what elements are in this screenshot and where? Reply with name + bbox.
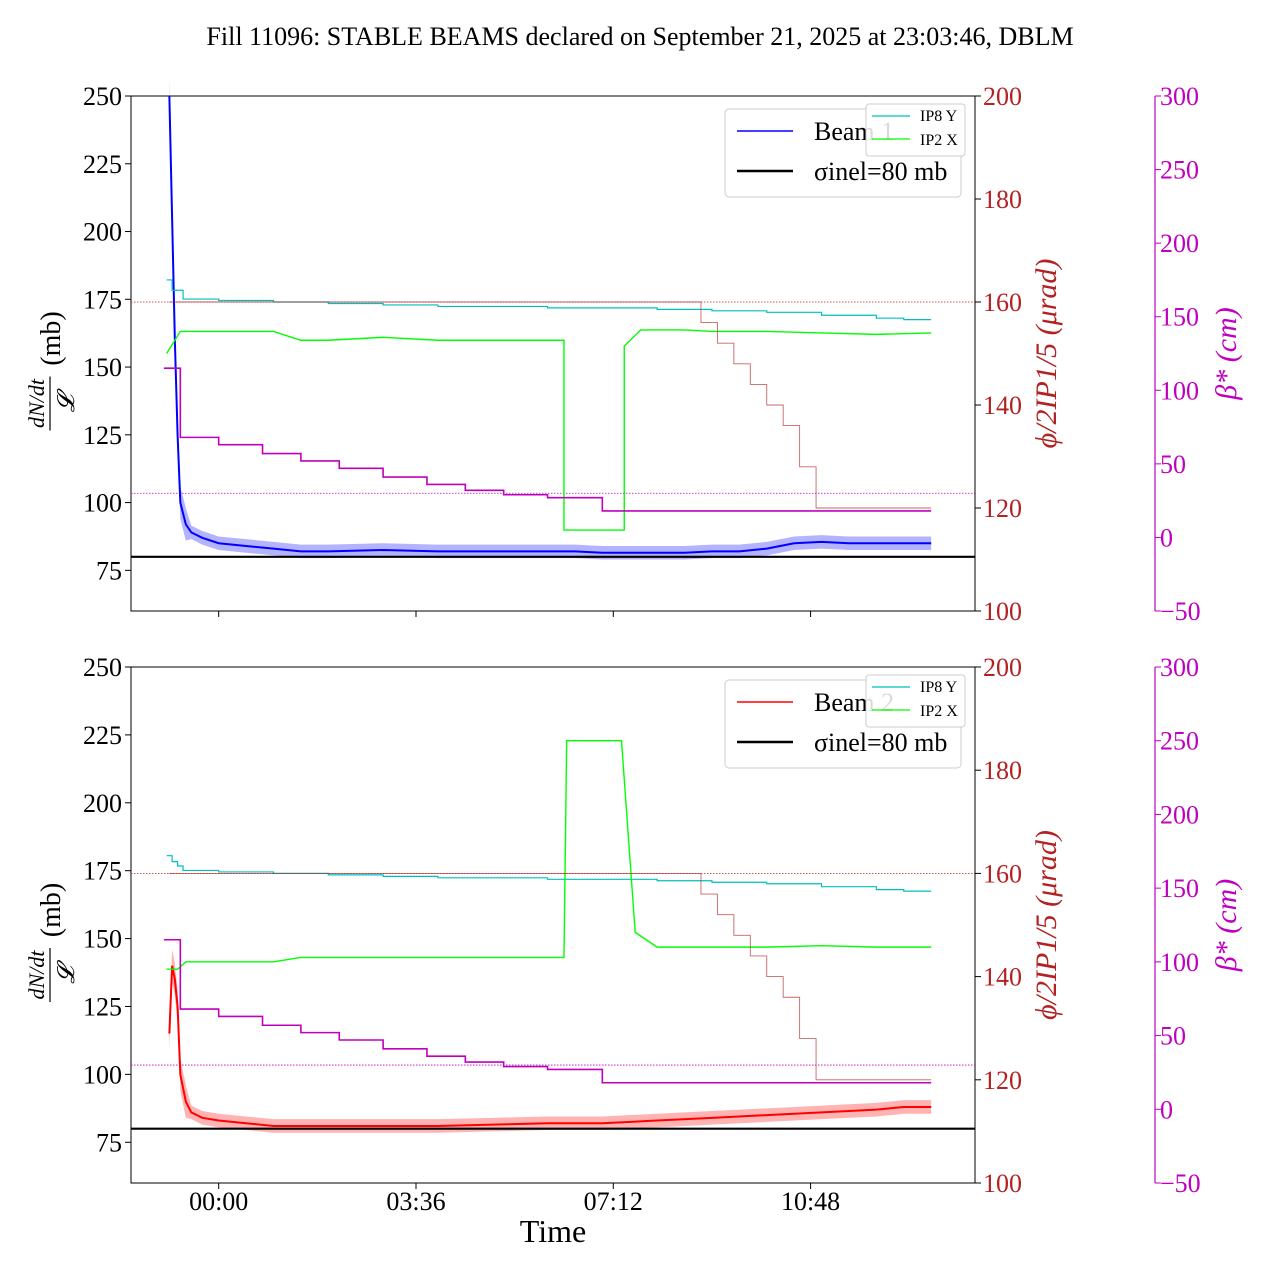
- beta-tick-label: 250: [1160, 727, 1199, 756]
- left-tick-label: 175: [83, 285, 122, 314]
- phi-tick-label: 160: [983, 288, 1022, 317]
- beta-tick-label: 100: [1160, 948, 1199, 977]
- phi-axis-label: ϕ/2IP1/5 (μrad): [1030, 830, 1063, 1020]
- plot-frame: [130, 95, 976, 612]
- left-axis-label-numerator: dN/dt: [24, 378, 49, 428]
- phi-tick-label: 100: [983, 1169, 1022, 1198]
- left-tick-label: 125: [83, 421, 122, 450]
- beta-tick-label: −50: [1160, 597, 1201, 626]
- beta-tick-label: 300: [1160, 653, 1199, 682]
- left-axis-label-numerator: dN/dt: [24, 950, 49, 1000]
- phi-tick-label: 100: [983, 597, 1022, 626]
- small-legend-box: [865, 103, 966, 157]
- series-ip2-x: [166, 329, 932, 531]
- phi-tick-label: 180: [983, 185, 1022, 214]
- left-tick-label: 150: [83, 925, 122, 954]
- left-axis-label-unit: (mb): [36, 311, 67, 365]
- left-axis-label: dN/dt 𝓛 (mb): [24, 311, 80, 431]
- beta-tick-label: 0: [1160, 1095, 1173, 1124]
- series-ip8-y: [166, 279, 932, 321]
- panel-bottom: 75 100 125 150 175 200 225 250 100 120 140 160 180 20…: [24, 653, 1243, 1198]
- phi-tick-label: 140: [983, 391, 1022, 420]
- phi-tick-label: 180: [983, 756, 1022, 785]
- left-tick-label: 100: [83, 1060, 122, 1089]
- phi-tick-label: 120: [983, 494, 1022, 523]
- small-legend-box: [865, 674, 966, 728]
- plot-frame: [130, 666, 976, 1184]
- series-phi-half: [169, 872, 932, 1081]
- left-tick-label: 75: [96, 1128, 122, 1157]
- beta-tick-label: 200: [1160, 229, 1199, 258]
- series-beam: [168, 965, 932, 1127]
- legend-inel-label: σinel=80 mb: [814, 157, 947, 186]
- phi-tick-label: 120: [983, 1066, 1022, 1095]
- legend-ip2-label: IP2 X: [920, 132, 958, 149]
- x-tick-label: 10:48: [781, 1187, 840, 1216]
- left-tick-label: 100: [83, 489, 122, 518]
- left-tick-label: 150: [83, 353, 122, 382]
- left-tick-label: 250: [83, 653, 122, 682]
- beta-tick-label: 300: [1160, 82, 1199, 111]
- beta-tick-label: 50: [1160, 1022, 1186, 1051]
- phi-tick-label: 200: [983, 82, 1022, 111]
- beta-tick-label: 200: [1160, 800, 1199, 829]
- left-axis-label-denominator: 𝓛: [54, 960, 80, 984]
- left-tick-label: 75: [96, 556, 122, 585]
- legend-ip8-label: IP8 Y: [920, 679, 958, 696]
- series-beta-star: [163, 367, 932, 512]
- left-tick-label: 200: [83, 789, 122, 818]
- left-axis-label-denominator: 𝓛: [54, 388, 80, 412]
- beta-tick-label: 250: [1160, 156, 1199, 185]
- phi-tick-label: 140: [983, 963, 1022, 992]
- beam-uncertainty-band: [169, 949, 932, 1133]
- legend-inel-label: σinel=80 mb: [814, 728, 947, 757]
- left-tick-label: 175: [83, 857, 122, 886]
- series-beta-star: [163, 938, 932, 1084]
- shared-x-axis: 00:00 03:36 07:12 10:48: [189, 1187, 840, 1216]
- left-tick-label: 250: [83, 82, 122, 111]
- left-tick-label: 225: [83, 150, 122, 179]
- series-ip8-y: [166, 855, 932, 892]
- beta-tick-label: 150: [1160, 303, 1199, 332]
- beta-tick-label: −50: [1160, 1169, 1201, 1198]
- left-tick-label: 225: [83, 721, 122, 750]
- left-tick-label: 200: [83, 218, 122, 247]
- left-axis-label-unit: (mb): [36, 883, 67, 937]
- phi-tick-label: 200: [983, 653, 1022, 682]
- beta-tick-label: 150: [1160, 874, 1199, 903]
- series-ip2-x: [166, 740, 932, 970]
- legend-ip8-label: IP8 Y: [920, 108, 958, 125]
- beta-tick-label: 50: [1160, 450, 1186, 479]
- beta-tick-label: 100: [1160, 376, 1199, 405]
- beta-axis-label: β* (cm): [1210, 879, 1243, 972]
- legend-ip2-label: IP2 X: [920, 703, 958, 720]
- x-tick-label: 07:12: [584, 1187, 643, 1216]
- phi-axis-label: ϕ/2IP1/5 (μrad): [1030, 259, 1063, 449]
- left-axis-label: dN/dt 𝓛 (mb): [24, 883, 80, 1002]
- series-phi-half: [169, 301, 932, 509]
- x-tick-label: 03:36: [386, 1187, 445, 1216]
- x-axis-label: Time: [520, 1213, 586, 1249]
- left-tick-label: 125: [83, 992, 122, 1021]
- beta-tick-label: 0: [1160, 523, 1173, 552]
- x-tick-label: 00:00: [189, 1187, 248, 1216]
- series-beam: [168, 95, 932, 554]
- figure-title: Fill 11096: STABLE BEAMS declared on Sep…: [206, 22, 1073, 51]
- panel-top: 75 100 125 150 175 200 225 250 100 120 140 160 180 20…: [24, 79, 1243, 626]
- beta-axis-label: β* (cm): [1210, 307, 1243, 400]
- phi-tick-label: 160: [983, 859, 1022, 888]
